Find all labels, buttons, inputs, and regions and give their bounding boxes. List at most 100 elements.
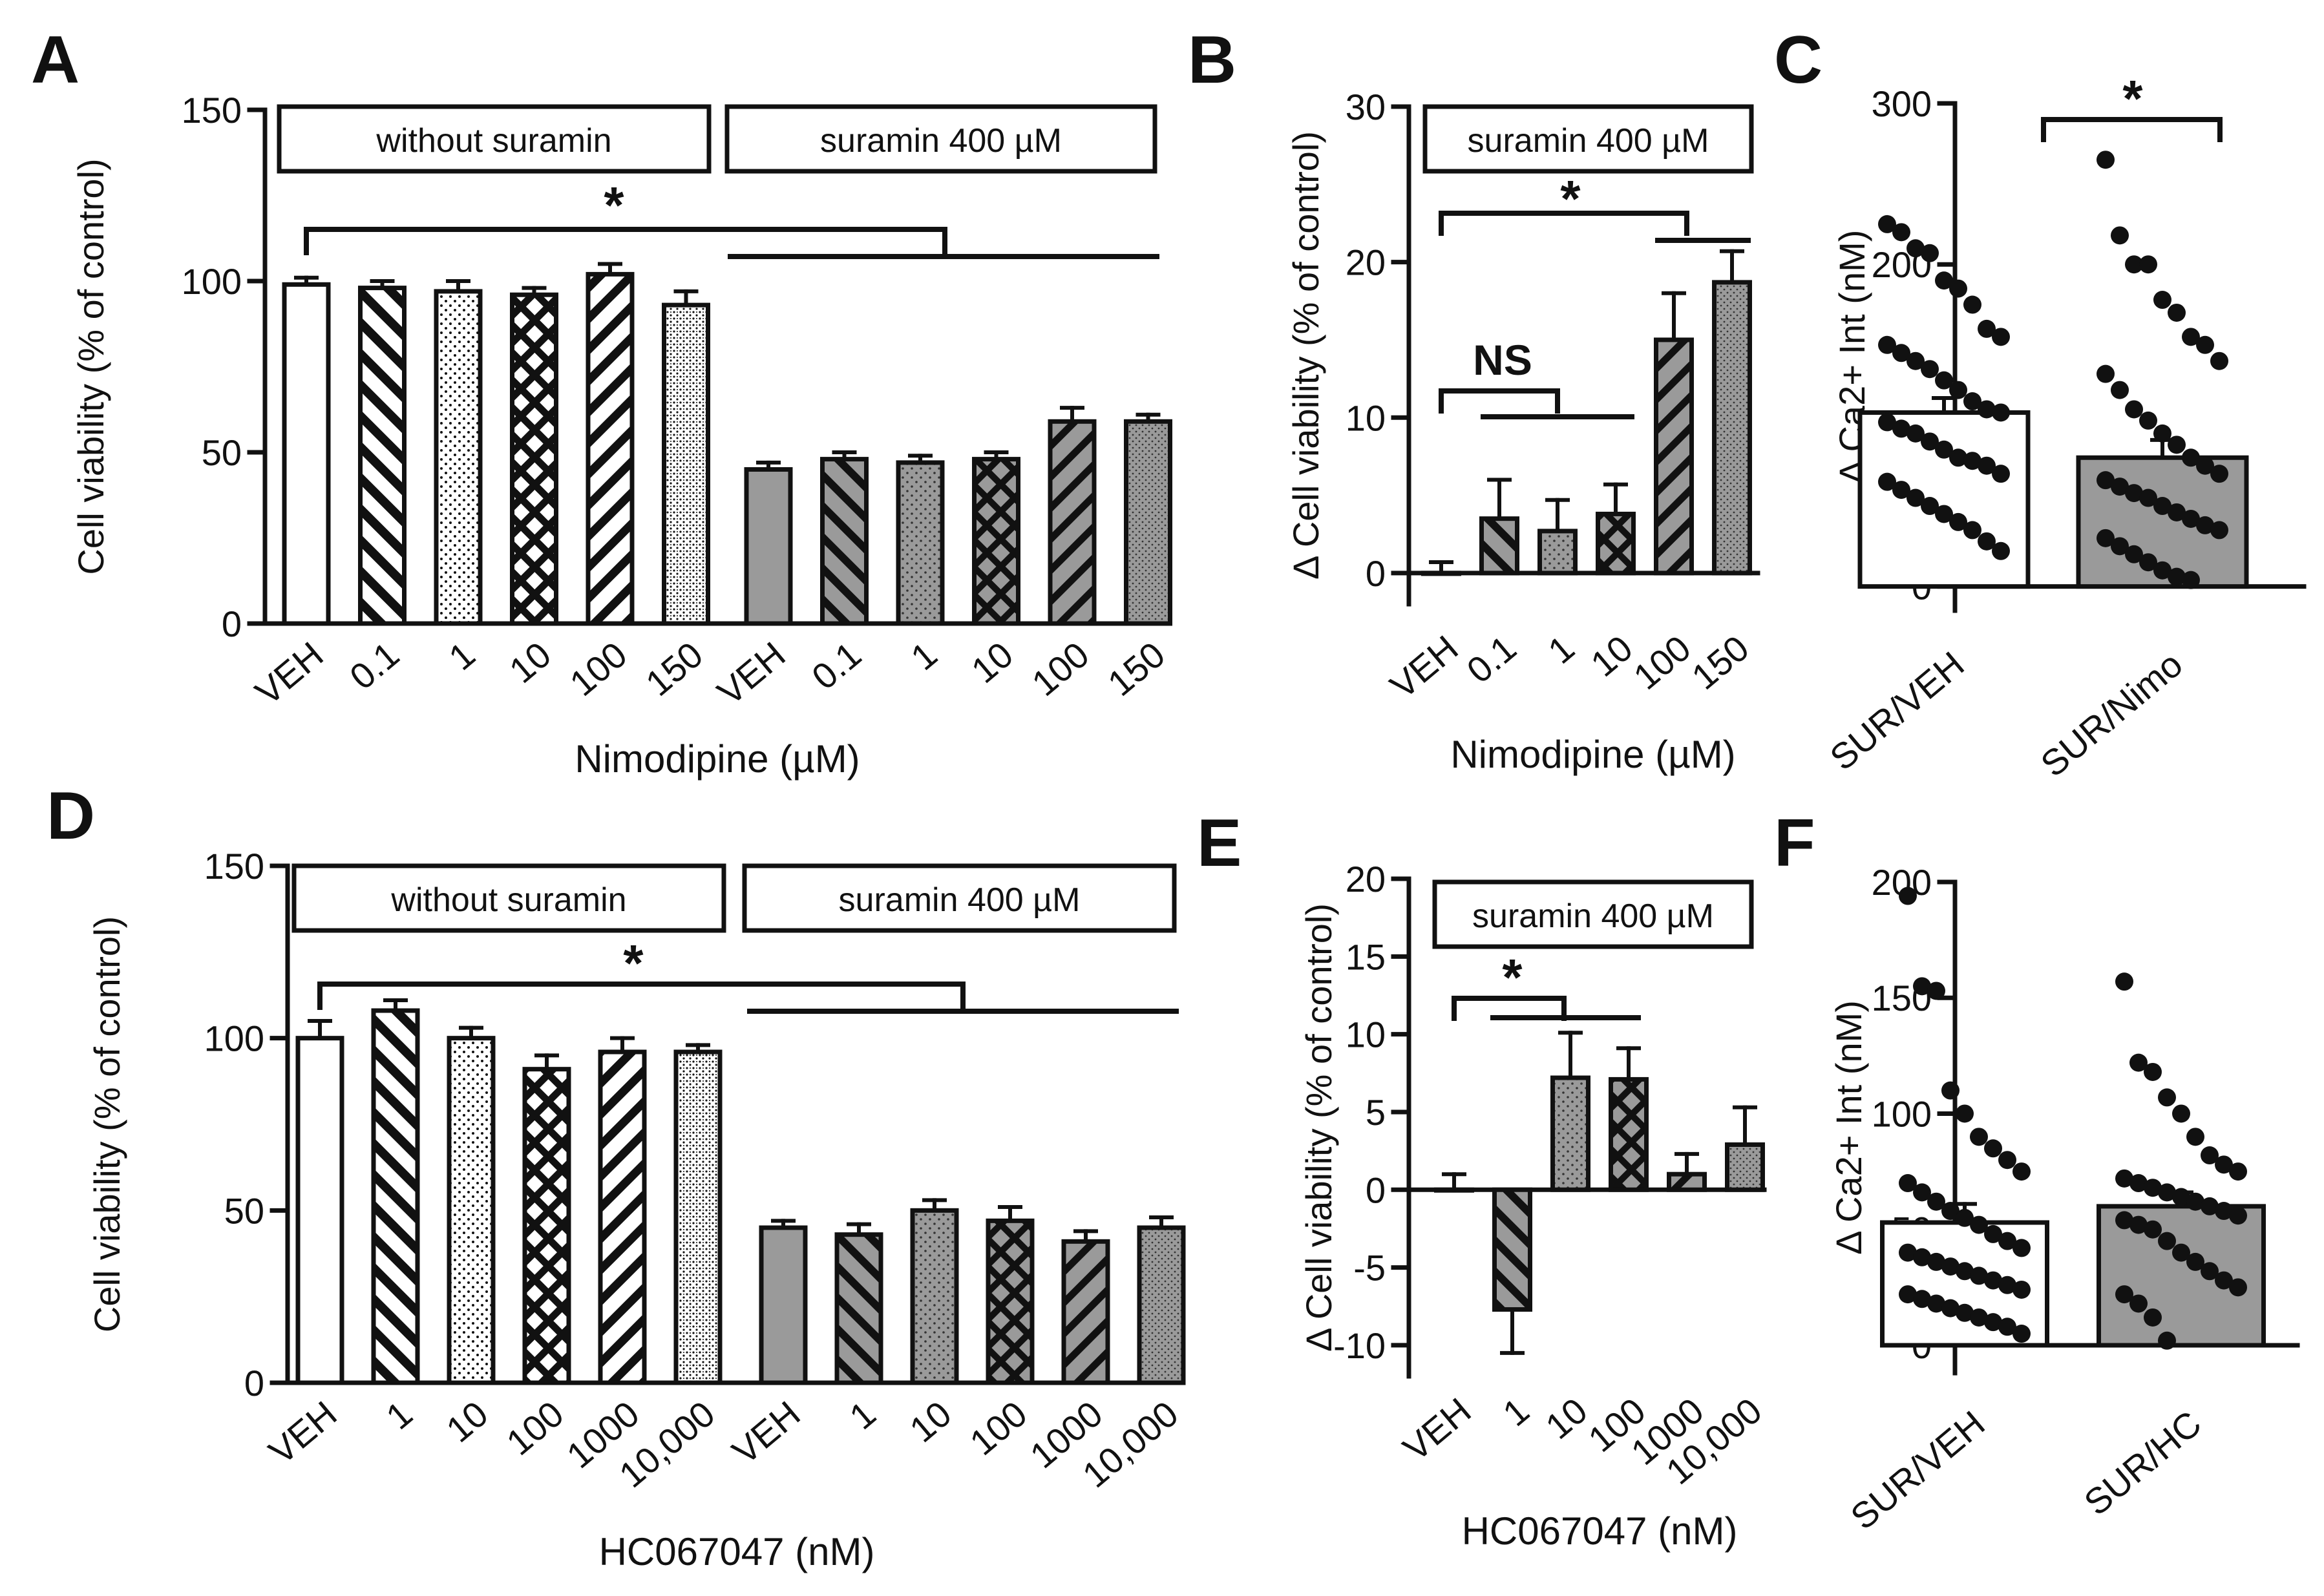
significance-bracket-line [317,982,966,1010]
y-axis-label: Δ Ca2+ Int (nM) [1828,1000,1869,1255]
data-point [2210,352,2228,370]
data-point [2153,291,2171,310]
data-point [1921,432,1939,451]
y-tick-label: 150 [182,90,242,131]
box-suramin-label: suramin 400 µM [839,881,1081,919]
x-tick-label: 150 [638,634,710,704]
data-point [1921,360,1939,379]
data-point [1941,1202,1960,1221]
box-suramin: suramin 400 µM [742,863,1177,933]
data-point [2125,545,2143,563]
x-tick-label: VEH [710,634,793,713]
bar [1061,1239,1110,1385]
significance-bracket [317,982,966,1010]
bar [1857,410,2031,589]
data-point [2125,400,2143,419]
data-point [1913,1183,1931,1202]
data-point [1992,541,2010,560]
data-point [2153,424,2171,443]
data-point [2229,1162,2247,1181]
data-point [1927,982,1945,1000]
x-axis-label: HC067047 (nM) [599,1530,875,1573]
data-point [2229,1278,2247,1297]
x-tick-label: 10 [1537,1390,1594,1447]
x-tick-label: 1 [903,634,944,678]
data-point [2158,1331,2176,1350]
data-point [1984,1139,2002,1158]
bar [598,1049,647,1385]
data-point [1998,1151,2016,1170]
bar [2097,1204,2266,1348]
data-point [2139,255,2157,274]
data-point [1892,481,1910,499]
bar [1537,529,1578,576]
data-point [2144,1179,2162,1197]
x-tick-label: 150 [1100,634,1172,704]
data-point [1907,352,1925,370]
box-suramin-label: suramin 400 µM [1468,122,1709,160]
box-suramin-frame [724,104,1157,174]
data-point [1978,400,1996,419]
box-without-suramin-frame [291,863,726,933]
y-tick-label: 0 [1366,553,1386,594]
bar [820,457,869,626]
x-tick-label: 0.1 [1459,627,1524,691]
significance-bracket-line [2041,117,2223,142]
panel-letter: D [47,779,95,854]
x-tick-label: VEH [1382,627,1466,706]
data-point [1892,223,1910,242]
bar [1124,419,1172,626]
bar [673,1049,723,1385]
x-tick-label: VEH [261,1393,344,1472]
significance-star: * [1502,949,1523,1006]
y-tick-label: 15 [1346,936,1386,977]
ns-label: NS [1473,336,1532,384]
data-point [1907,488,1925,507]
box-suramin-frame [742,863,1177,933]
box-without-suramin-label: without suramin [375,122,611,160]
data-point [2129,1053,2148,1072]
x-tick-label: 10 [438,1393,495,1450]
x-tick-label: 150 [1684,627,1757,697]
data-point [2097,151,2115,169]
bar [522,1067,571,1385]
bar [834,1232,883,1385]
data-point [2182,509,2200,528]
data-point [1913,1290,1931,1308]
data-point [2168,303,2186,322]
bar [1550,1075,1590,1192]
panel-D: D 0 50 100 150 Cell viability (% of control) V… [47,779,1186,1573]
data-point [1992,403,2010,422]
bar [434,289,483,626]
x-tick-label: 10 [964,634,1020,691]
data-point [2153,561,2171,580]
x-axis-label: Nimodipine (µM) [1450,733,1735,776]
box-suramin: suramin 400 µM [724,104,1157,174]
panel-E: E -10 -5 0 5 10 15 20Δ Cell viability (% of con… [1197,806,1769,1553]
panel-letter: F [1774,806,1815,881]
x-tick-label: 100 [499,1393,571,1463]
bar [744,467,793,626]
significance-star: * [604,176,624,234]
x-tick-label: 100 [562,634,635,704]
significance-bracket-line [1439,211,1689,236]
significance-bracket [2041,117,2223,142]
data-point [2097,364,2115,383]
x-tick-label: 10 [1583,627,1640,684]
data-point [2172,1104,2190,1123]
data-point [2012,1325,2031,1343]
x-tick-label: 100 [962,1393,1035,1463]
data-point [2168,567,2186,586]
data-point [2111,537,2129,556]
box-suramin-frame [1422,104,1754,174]
bar [896,460,945,626]
bar [358,286,407,626]
data-point [2158,1232,2176,1250]
data-point [2182,571,2200,589]
panel-C: C0100200300Δ Ca2+ Int (nM)SUR/VEHSUR/Nim… [1774,23,2307,784]
data-point [2196,456,2214,475]
data-point [2111,381,2129,399]
data-point [1963,295,1981,314]
data-point [2139,411,2157,430]
data-point [2215,1202,2233,1221]
